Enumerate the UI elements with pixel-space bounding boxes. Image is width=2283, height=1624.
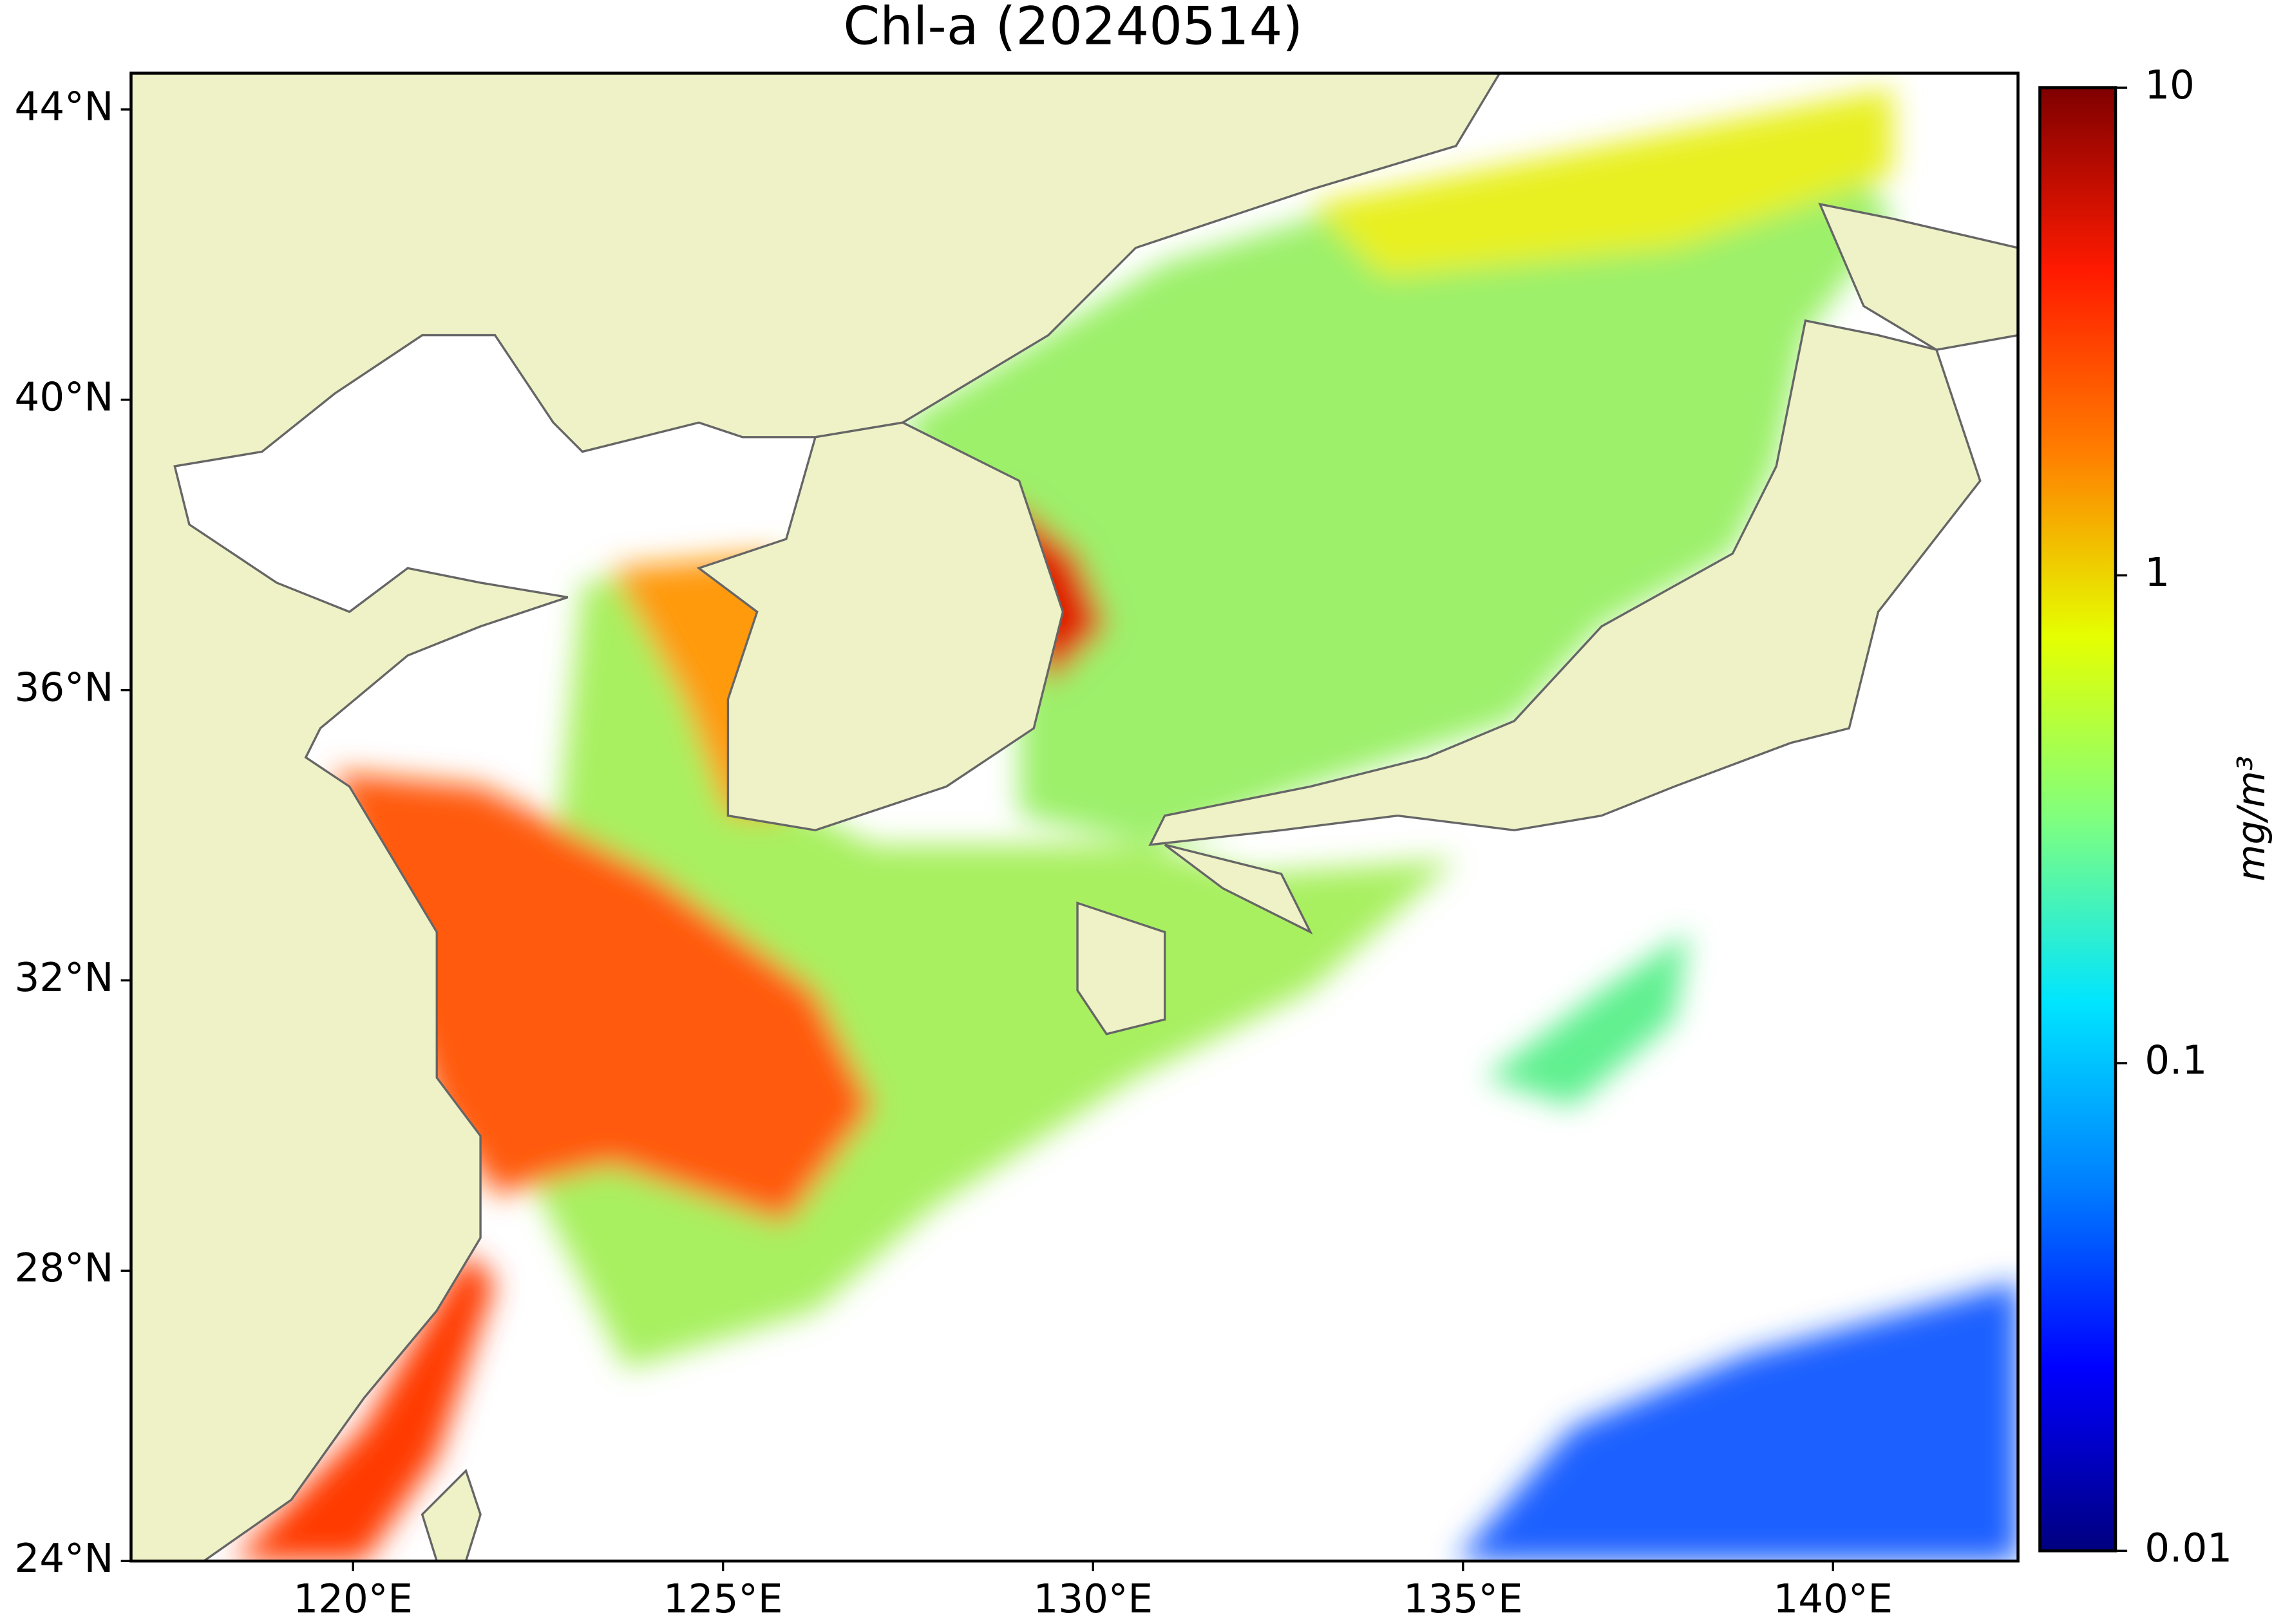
x-tick-label: 120°E (293, 1576, 413, 1622)
chart-title: Chl-a (20240514) (843, 0, 1303, 57)
y-tick-label: 28°N (15, 1245, 114, 1291)
colorbar-tick-label: 0.01 (2145, 1525, 2232, 1571)
sea-patch (1310, 88, 1893, 278)
y-tick-label: 24°N (15, 1536, 114, 1582)
colorbar-label: mg/m³ (2229, 756, 2273, 882)
land-honshu (1148, 319, 1982, 846)
x-tick-label: 140°E (1773, 1576, 1893, 1622)
y-tick-label: 44°N (15, 84, 114, 130)
land-korea (696, 421, 1065, 832)
colorbar-tick-label: 0.1 (2145, 1038, 2207, 1084)
sea-patch (1455, 1281, 2018, 1562)
land-shikoku (1164, 844, 1313, 935)
y-tick-label: 40°N (15, 374, 114, 420)
x-tick-label: 130°E (1033, 1576, 1153, 1622)
land-kyushu (1076, 901, 1166, 1035)
sea-patch (1485, 932, 1689, 1107)
x-tick-label: 125°E (663, 1576, 783, 1622)
colorbar-tick-label: 10 (2145, 62, 2195, 108)
land-hokkaido (1818, 202, 2018, 351)
colorbar (2038, 86, 2117, 1553)
map (131, 73, 2018, 1562)
sea-patch (902, 117, 1893, 845)
sea-patch (334, 771, 874, 1223)
y-tick-label: 32°N (15, 955, 114, 1001)
sea-patch (232, 1252, 495, 1562)
plot-frame (129, 71, 2020, 1563)
y-tick-label: 36°N (15, 665, 114, 710)
land-taiwan (421, 1468, 482, 1562)
colorbar-tick-label: 1 (2145, 550, 2170, 596)
x-tick-label: 135°E (1403, 1576, 1523, 1622)
